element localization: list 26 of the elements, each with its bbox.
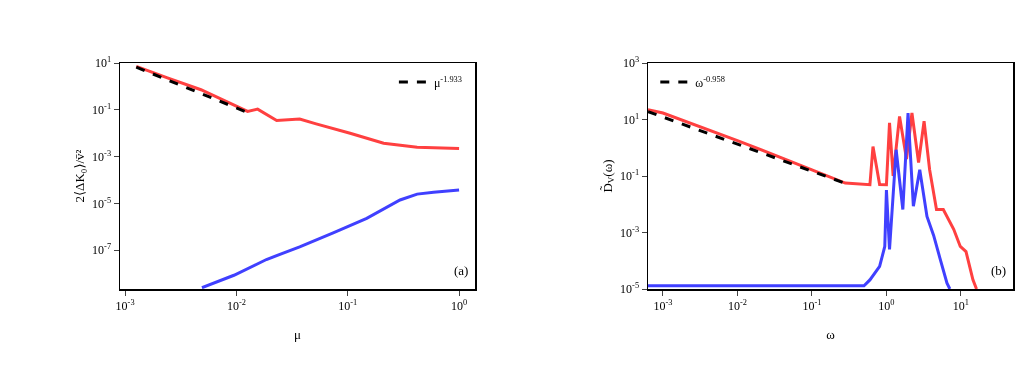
y-tick-label: 10$^{1}$ — [622, 111, 640, 127]
x-tick-label: 10$^{0}$ — [450, 297, 468, 313]
y-axis-title: 2⟨ΔK₀⟩/v̄² — [71, 149, 87, 203]
y-tick-label: 10$^{-3}$ — [620, 224, 640, 240]
y-tick-label: 10$^{-5}$ — [92, 195, 112, 211]
x-tick-label: 10$^{-3}$ — [653, 297, 673, 313]
x-tick-label: 10$^{-3}$ — [115, 297, 135, 313]
y-tick-label: 10$^{3}$ — [622, 55, 640, 71]
y-tick-label: 10$^{-7}$ — [92, 242, 112, 258]
x-tick-label: 10$^{-1}$ — [802, 297, 822, 313]
legend-label: ω$^{-0.958}$ — [695, 74, 725, 90]
annotation: (a) — [454, 263, 469, 278]
x-axis-title: ω — [826, 326, 836, 342]
y-tick-label: 10$^{-5}$ — [620, 281, 640, 297]
annotation: (b) — [991, 263, 1007, 278]
y-tick-label: 10$^{1}$ — [94, 55, 112, 71]
x-tick-label: 10$^{-1}$ — [338, 297, 358, 313]
x-tick-label: 10$^{0}$ — [878, 297, 895, 313]
y-tick-label: 10$^{-1}$ — [92, 101, 112, 117]
x-axis-title: μ — [294, 326, 302, 342]
y-tick-label: 10$^{-1}$ — [620, 168, 640, 184]
x-tick-label: 10$^{1}$ — [952, 297, 970, 313]
y-tick-label: 10$^{-3}$ — [92, 148, 112, 164]
x-tick-label: 10$^{-2}$ — [226, 297, 246, 313]
legend-label: μ$^{-1.933}$ — [433, 74, 462, 90]
x-tick-label: 10$^{-2}$ — [727, 297, 747, 313]
